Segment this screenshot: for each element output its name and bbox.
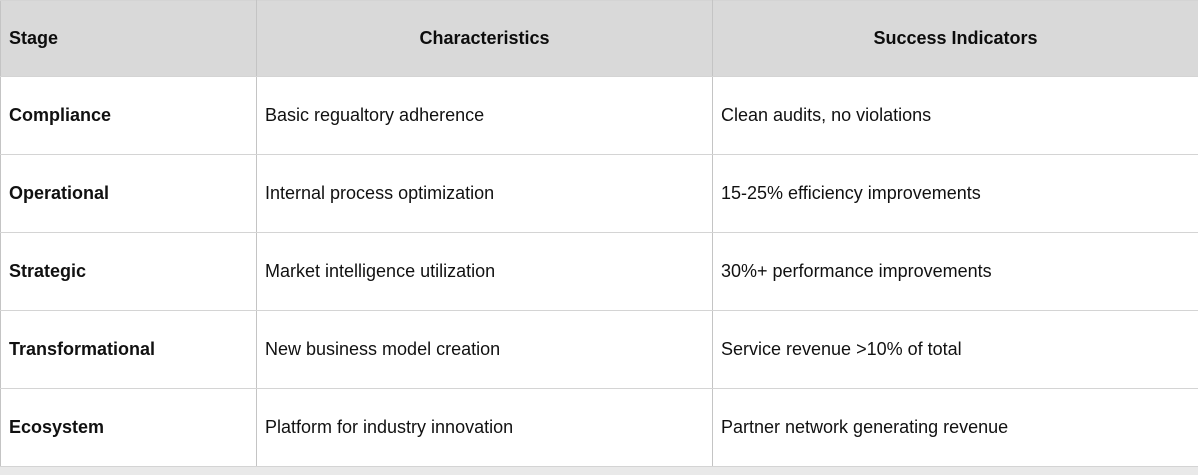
- bottom-strip: [0, 467, 1198, 475]
- header-cell-success-indicators: Success Indicators: [712, 0, 1198, 77]
- cell-stage: Ecosystem: [0, 388, 257, 467]
- cell-stage: Transformational: [0, 310, 257, 389]
- table-row: Transformational New business model crea…: [0, 310, 1198, 389]
- cell-stage: Compliance: [0, 76, 257, 155]
- cell-characteristics: Internal process optimization: [256, 154, 713, 233]
- header-cell-characteristics: Characteristics: [256, 0, 713, 77]
- cell-success-indicators: 15-25% efficiency improvements: [712, 154, 1198, 233]
- table-row: Strategic Market intelligence utilizatio…: [0, 232, 1198, 311]
- header-cell-stage: Stage: [0, 0, 257, 77]
- cell-success-indicators: Service revenue >10% of total: [712, 310, 1198, 389]
- table-row: Compliance Basic regualtory adherence Cl…: [0, 76, 1198, 155]
- table-row: Ecosystem Platform for industry innovati…: [0, 388, 1198, 467]
- cell-success-indicators: Clean audits, no violations: [712, 76, 1198, 155]
- cell-stage: Operational: [0, 154, 257, 233]
- cell-characteristics: Basic regualtory adherence: [256, 76, 713, 155]
- cell-success-indicators: Partner network generating revenue: [712, 388, 1198, 467]
- cell-stage: Strategic: [0, 232, 257, 311]
- cell-characteristics: Platform for industry innovation: [256, 388, 713, 467]
- cell-characteristics: Market intelligence utilization: [256, 232, 713, 311]
- cell-characteristics: New business model creation: [256, 310, 713, 389]
- table-row: Operational Internal process optimizatio…: [0, 154, 1198, 233]
- cell-success-indicators: 30%+ performance improvements: [712, 232, 1198, 311]
- header-row: Stage Characteristics Success Indicators: [0, 0, 1198, 77]
